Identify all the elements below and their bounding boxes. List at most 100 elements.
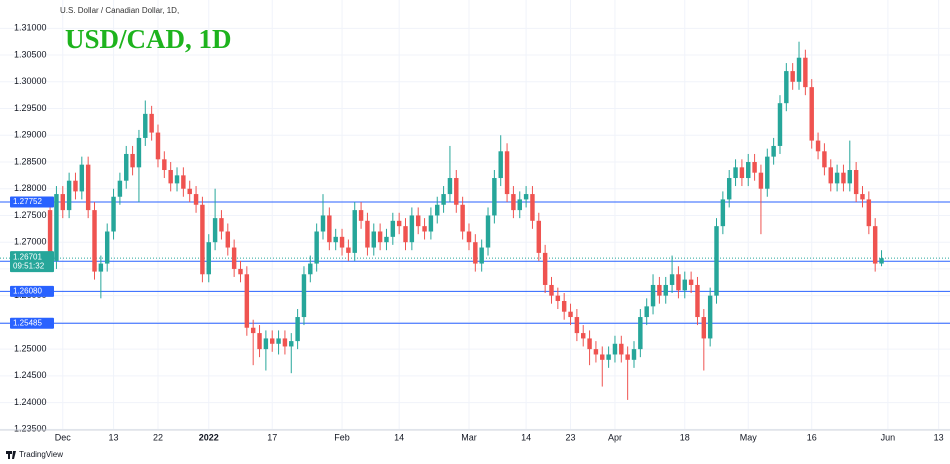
x-tick-label: 13 xyxy=(934,432,944,442)
candle-body xyxy=(212,218,218,243)
x-tick-label: 18 xyxy=(680,432,690,442)
y-tick-label: 1.31000 xyxy=(14,23,47,33)
y-tick-label: 1.28500 xyxy=(14,156,47,166)
candle-body xyxy=(295,317,300,342)
candle-body xyxy=(79,164,85,192)
candle-body xyxy=(339,236,345,248)
y-tick-label: 1.27000 xyxy=(14,237,47,247)
candle-body xyxy=(714,226,719,296)
candle-body xyxy=(853,170,859,195)
candle-body xyxy=(149,113,154,133)
candle-body xyxy=(828,167,833,184)
candle-body xyxy=(701,317,707,339)
candle-body xyxy=(124,153,129,181)
candle-body xyxy=(822,151,827,168)
candles xyxy=(47,41,884,400)
candle-body xyxy=(619,343,624,355)
candle-body xyxy=(181,175,186,189)
candle-body xyxy=(707,295,713,339)
x-tick-label: 14 xyxy=(521,432,531,442)
candle-body xyxy=(104,231,110,264)
x-tick-label: 17 xyxy=(267,432,277,442)
y-tick-label: 1.30000 xyxy=(14,76,47,86)
candle-body xyxy=(200,204,205,275)
x-tick-label: 22 xyxy=(153,432,163,442)
candle-body xyxy=(593,349,599,355)
candle-body xyxy=(244,274,250,328)
candle-body xyxy=(352,210,357,253)
candle-body xyxy=(466,231,472,243)
candle-body xyxy=(517,199,522,211)
y-tick-label: 1.27500 xyxy=(14,210,47,220)
candle-body xyxy=(136,137,142,168)
candle-body xyxy=(390,220,396,237)
candle-body xyxy=(396,220,402,227)
candle-body xyxy=(511,194,516,211)
candle-body xyxy=(746,161,751,179)
candle-body xyxy=(542,252,548,285)
candle-body xyxy=(879,258,884,264)
candle-body xyxy=(695,284,700,318)
level-label: 1.27752 xyxy=(13,197,42,206)
grid xyxy=(0,0,950,430)
x-tick-label: Dec xyxy=(55,432,72,442)
candle-body xyxy=(168,170,173,184)
candle-body xyxy=(663,284,668,296)
level-tag xyxy=(10,196,54,208)
candle-body xyxy=(301,274,307,318)
candle-body xyxy=(117,180,123,197)
candle-body xyxy=(263,338,269,350)
candle-body xyxy=(676,274,681,291)
candle-body xyxy=(504,151,510,195)
candle-body xyxy=(60,194,65,211)
tradingview-logo: TradingView xyxy=(6,450,63,459)
x-tick-label: 14 xyxy=(394,432,404,442)
candle-body xyxy=(790,71,795,82)
candle-body xyxy=(581,333,586,339)
candle-body xyxy=(720,199,726,227)
candle-body xyxy=(644,306,649,318)
candle-body xyxy=(555,295,561,302)
candle-body xyxy=(174,175,180,184)
candle-body xyxy=(54,194,59,261)
candle-body xyxy=(847,170,853,184)
candle-body xyxy=(371,231,376,248)
candle-body xyxy=(473,242,478,264)
candle-body xyxy=(365,220,370,248)
candle-body xyxy=(809,87,814,141)
candle-body xyxy=(346,247,351,253)
candle-body xyxy=(600,354,605,360)
candle-body xyxy=(219,218,224,232)
candle-body xyxy=(872,226,878,264)
x-tick-label: 2022 xyxy=(199,432,219,442)
candle-body xyxy=(441,194,446,205)
candle-body xyxy=(492,178,497,216)
candle-body xyxy=(669,274,675,285)
candle-body xyxy=(384,236,389,243)
candle-body xyxy=(657,284,662,296)
candle-body xyxy=(625,354,630,360)
candle-body xyxy=(777,103,783,146)
candle-body xyxy=(435,204,440,216)
x-tick-label: 13 xyxy=(109,432,119,442)
candle-body xyxy=(530,194,535,221)
y-tick-label: 1.24000 xyxy=(14,397,47,407)
candle-body xyxy=(574,317,580,334)
candle-body xyxy=(231,247,237,269)
candle-body xyxy=(568,311,573,318)
candle-body xyxy=(485,215,491,248)
candle-body xyxy=(358,210,364,221)
candle-body xyxy=(206,242,211,275)
candle-body xyxy=(320,215,326,232)
candle-body xyxy=(143,113,148,138)
candle-body xyxy=(47,210,53,261)
candle-body xyxy=(238,268,243,275)
x-tick-label: May xyxy=(740,432,758,442)
candle-body xyxy=(733,167,738,179)
candle-body xyxy=(415,215,421,227)
candle-body xyxy=(454,178,459,205)
candle-body xyxy=(257,333,262,350)
candle-body xyxy=(377,231,383,243)
level-label: 1.26080 xyxy=(13,286,42,295)
y-tick-label: 1.30500 xyxy=(14,49,47,59)
